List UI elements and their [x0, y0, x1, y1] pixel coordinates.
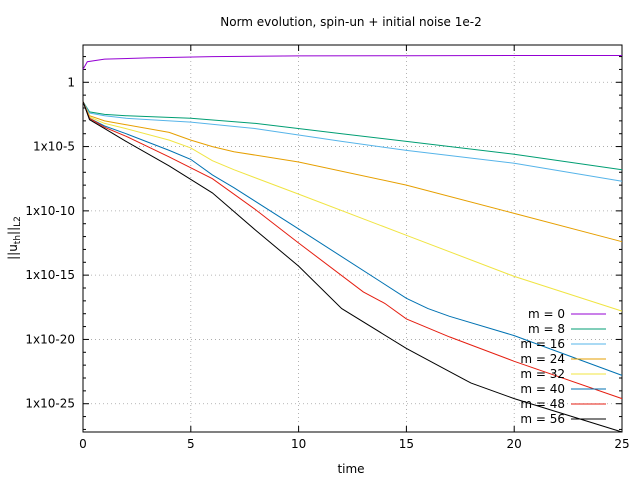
legend-label: m = 16	[520, 337, 565, 351]
series-line-m8	[82, 101, 623, 171]
legend-label: m = 32	[520, 367, 565, 381]
series-line-m0	[82, 55, 622, 70]
chart-title: Norm evolution, spin-un + initial noise …	[220, 15, 482, 29]
series-line-m40	[82, 101, 623, 376]
legend-label: m = 0	[528, 307, 565, 321]
y-tick-label: 1x10-20	[25, 332, 75, 346]
y-tick-label: 1x10-5	[33, 140, 75, 154]
y-axis-title: ||uth||L2	[6, 216, 23, 260]
series-line-m16	[82, 101, 623, 182]
x-tick-label: 20	[507, 437, 522, 451]
y-tick-label: 1	[67, 75, 75, 89]
x-tick-label: 25	[614, 437, 629, 451]
x-tick-label: 15	[399, 437, 414, 451]
series-line-m48	[82, 101, 623, 400]
legend-label: m = 48	[520, 397, 565, 411]
y-tick-label: 1x10-25	[25, 397, 75, 411]
axis-ticks: 0 5 10 15 20 25 1 1x10-5 1x10-10 1x10-15 1x10-20 1x…	[25, 45, 630, 451]
x-axis-title: time	[337, 462, 364, 476]
legend-label: m = 8	[528, 322, 565, 336]
x-tick-label: 0	[79, 437, 87, 451]
grid-lines	[83, 45, 622, 432]
series-lines	[82, 55, 623, 433]
y-tick-label: 1x10-15	[25, 268, 75, 282]
x-tick-label: 10	[291, 437, 306, 451]
series-line-m32	[82, 101, 623, 312]
series-line-m24	[82, 101, 623, 243]
legend-label: m = 24	[520, 352, 565, 366]
legend-label: m = 56	[520, 412, 565, 426]
x-tick-label: 5	[187, 437, 195, 451]
y-tick-label: 1x10-10	[25, 204, 75, 218]
series-line-m56	[82, 101, 623, 433]
plot-frame	[82, 44, 623, 433]
legend: m = 0m = 8m = 16m = 24m = 32m = 40m = 48…	[520, 307, 606, 426]
legend-label: m = 40	[520, 382, 565, 396]
